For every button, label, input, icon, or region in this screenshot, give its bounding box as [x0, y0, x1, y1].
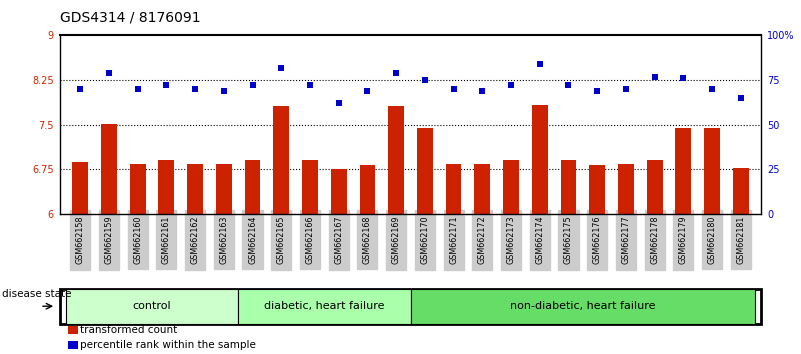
Text: GDS4314 / 8176091: GDS4314 / 8176091	[60, 11, 201, 25]
Point	[74, 86, 87, 92]
Point	[533, 61, 546, 67]
Bar	[302, 160, 318, 214]
Text: percentile rank within the sample: percentile rank within the sample	[80, 340, 256, 350]
Point	[591, 88, 604, 94]
Bar	[216, 164, 231, 214]
Bar	[445, 164, 461, 214]
Bar	[532, 105, 548, 214]
Bar	[187, 164, 203, 214]
Bar	[331, 170, 347, 214]
Text: disease state: disease state	[2, 289, 72, 299]
Bar	[417, 128, 433, 214]
Point	[735, 95, 747, 101]
Point	[706, 86, 718, 92]
Point	[418, 77, 431, 83]
Point	[619, 86, 632, 92]
Point	[189, 86, 202, 92]
Bar	[675, 128, 691, 214]
Point	[447, 86, 460, 92]
Point	[390, 70, 403, 76]
Point	[476, 88, 489, 94]
Point	[217, 88, 230, 94]
Point	[505, 82, 517, 88]
Bar	[704, 128, 720, 214]
Point	[304, 82, 316, 88]
Text: diabetic, heart failure: diabetic, heart failure	[264, 301, 384, 311]
Bar	[561, 160, 577, 214]
Bar	[474, 164, 490, 214]
Bar	[503, 160, 519, 214]
Bar	[618, 164, 634, 214]
Bar	[66, 289, 238, 324]
Point	[562, 82, 575, 88]
Point	[275, 65, 288, 70]
Point	[332, 101, 345, 106]
Text: control: control	[133, 301, 171, 311]
Bar	[590, 165, 605, 214]
Text: non-diabetic, heart failure: non-diabetic, heart failure	[510, 301, 655, 311]
Point	[361, 88, 374, 94]
Point	[246, 82, 259, 88]
Bar	[130, 164, 146, 214]
Point	[648, 74, 661, 79]
Bar	[646, 160, 662, 214]
Bar	[72, 162, 88, 214]
Bar	[733, 168, 749, 214]
Bar	[388, 106, 404, 214]
Point	[677, 75, 690, 81]
Bar	[360, 165, 376, 214]
Point	[160, 82, 173, 88]
Bar	[410, 289, 755, 324]
Bar	[273, 106, 289, 214]
Bar	[101, 124, 117, 214]
Bar	[238, 289, 410, 324]
Text: transformed count: transformed count	[80, 325, 177, 335]
Point	[131, 86, 144, 92]
Bar	[159, 160, 175, 214]
Point	[103, 70, 115, 76]
Bar	[244, 160, 260, 214]
